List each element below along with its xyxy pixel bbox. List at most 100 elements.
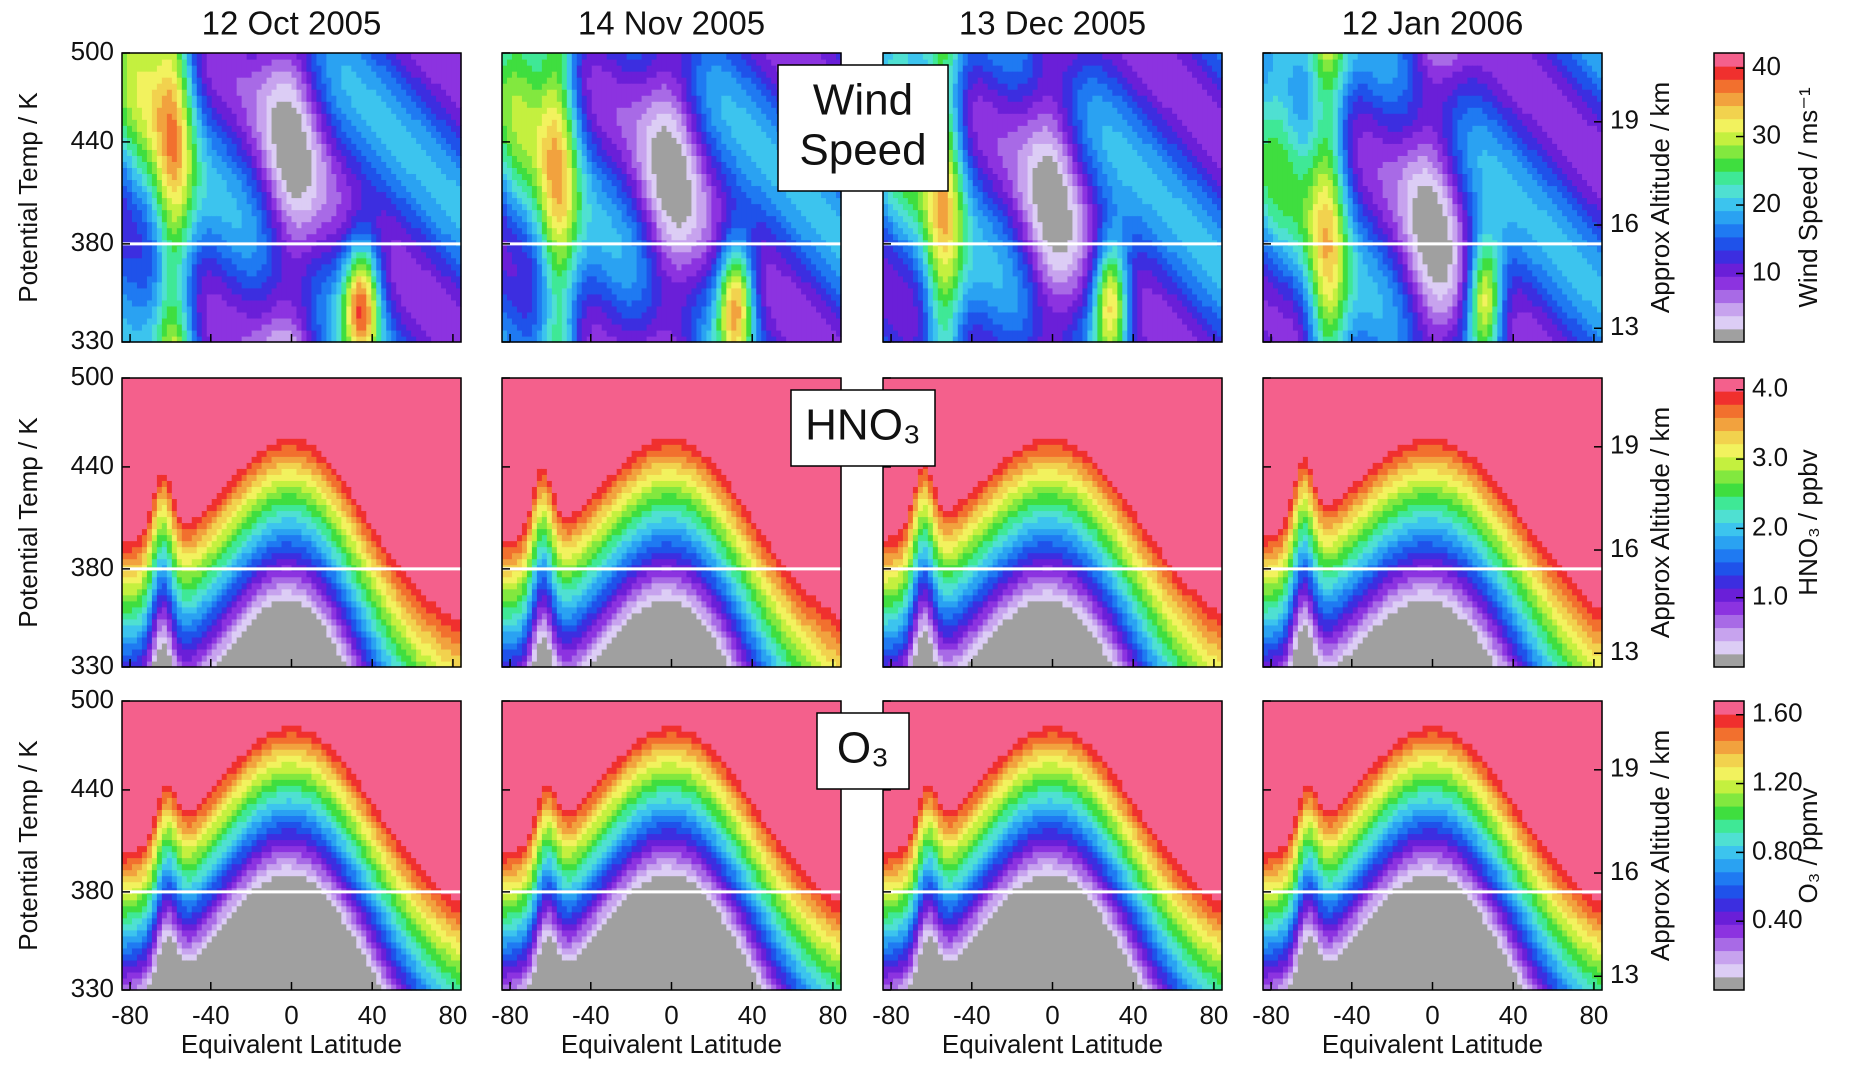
contour-fill [242, 312, 248, 337]
contour-fill [411, 228, 417, 241]
contour-fill [1172, 270, 1178, 283]
contour-fill [938, 185, 944, 228]
contour-fill [1082, 185, 1088, 204]
contour-fill [1283, 300, 1289, 319]
contour-fill [983, 101, 989, 156]
contour-fill [1273, 276, 1279, 289]
contour-fill [177, 216, 183, 229]
contour-fill [1107, 306, 1113, 313]
contour-fill [893, 210, 899, 223]
contour-fill [756, 294, 762, 319]
contour-fill [978, 191, 984, 210]
contour-fill [1048, 53, 1054, 96]
contour-fill [1057, 294, 1063, 313]
contour-fill [1313, 167, 1319, 186]
contour-fill [137, 288, 143, 307]
contour-fill [1207, 65, 1213, 78]
contour-fill [336, 282, 342, 295]
contour-fill [592, 324, 598, 343]
contour-fill [232, 131, 238, 144]
contour-fill [142, 185, 148, 192]
contour-fill [1008, 53, 1014, 72]
contour-fill [287, 101, 293, 192]
contour-fill [1187, 161, 1193, 180]
contour-fill [978, 282, 984, 301]
contour-fill [667, 258, 673, 277]
contour-fill [142, 53, 148, 72]
contour-fill [132, 330, 138, 343]
contour-fill [1087, 155, 1093, 174]
contour-fill [371, 53, 377, 60]
contour-fill [1062, 131, 1068, 144]
contour-fill [632, 83, 638, 102]
contour-fill [396, 83, 402, 102]
contour-fill [1192, 198, 1198, 217]
contour-fill [1182, 53, 1188, 66]
contour-fill [1293, 288, 1299, 301]
contour-fill [167, 173, 173, 186]
contour-fill [706, 252, 712, 271]
contour-fill [696, 131, 702, 144]
contour-fill [721, 252, 727, 265]
contour-fill [1023, 83, 1029, 96]
contour-fill [1348, 53, 1354, 72]
contour-fill [1363, 185, 1369, 204]
contour-fill [411, 77, 417, 90]
contour-fill [706, 143, 712, 156]
contour-fill [597, 294, 603, 307]
contour-fill [711, 276, 717, 289]
contour-fill [1182, 282, 1188, 295]
contour-fill [706, 288, 712, 307]
contour-fill [1298, 270, 1304, 283]
contour-fill [791, 204, 797, 229]
contour-fill [582, 59, 588, 96]
contour-fill [998, 288, 1004, 313]
contour-fill [1293, 330, 1299, 343]
contour-fill [366, 264, 372, 271]
contour-fill [572, 300, 578, 343]
contour-fill [948, 198, 954, 241]
contour-fill [542, 83, 548, 96]
contour-fill [701, 306, 707, 325]
contour-fill [1067, 264, 1073, 277]
contour-fill [157, 83, 163, 108]
contour-fill [381, 53, 387, 66]
contour-fill [751, 101, 757, 120]
contour-fill [517, 312, 523, 331]
contour-fill [1278, 294, 1284, 313]
contour-fill [716, 288, 722, 301]
contour-fill [602, 252, 608, 271]
contour-fill [1132, 53, 1138, 72]
contour-fill [1313, 306, 1319, 319]
contour-fill [341, 222, 347, 235]
contour-fill [1122, 216, 1128, 247]
contour-fill [1112, 131, 1118, 168]
contour-fill [1053, 294, 1059, 313]
contour-fill [821, 258, 827, 277]
contour-fill [1038, 282, 1044, 307]
contour-fill [1263, 276, 1269, 301]
contour-fill [617, 210, 623, 235]
contour-fill [776, 222, 782, 241]
contour-fill [1273, 288, 1279, 307]
contour-fill [602, 131, 608, 150]
contour-fill [522, 167, 528, 180]
contour-fill [597, 65, 603, 126]
contour-fill [701, 228, 707, 253]
contour-fill [1028, 264, 1034, 283]
contour-fill [247, 155, 253, 168]
contour-fill [157, 179, 163, 192]
contour-fill [421, 185, 427, 210]
panel [1263, 53, 1603, 343]
contour-fill [672, 252, 678, 265]
contour-fill [1018, 71, 1024, 84]
contour-fill [282, 101, 288, 180]
contour-fill [547, 318, 553, 343]
contour-fill [142, 137, 148, 150]
contour-fill [122, 107, 128, 126]
contour-fill [522, 222, 528, 235]
contour-fill [132, 119, 138, 132]
contour-fill [182, 89, 188, 108]
contour-fill [948, 276, 954, 289]
contour-fill [1062, 53, 1068, 72]
